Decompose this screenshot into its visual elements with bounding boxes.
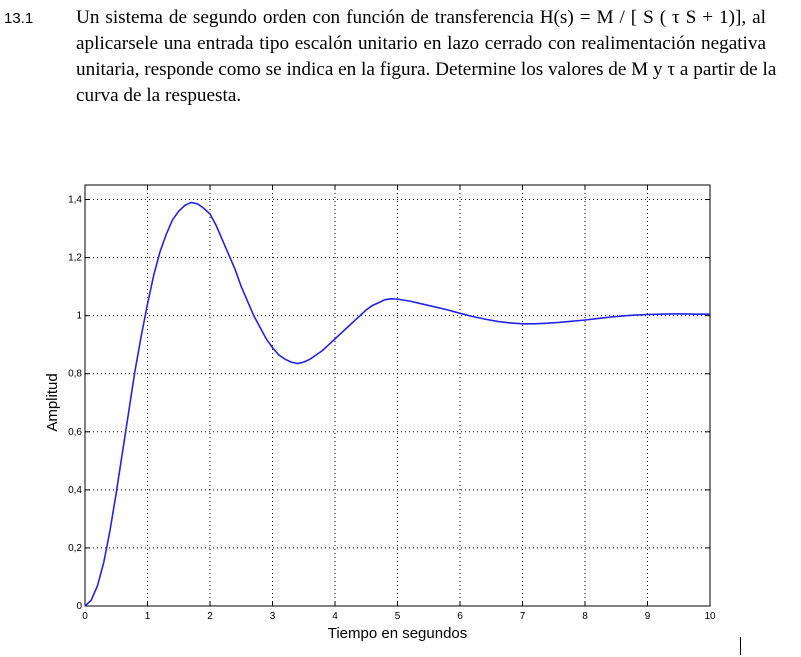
- problem-line-4: curva de la respuesta.: [76, 85, 242, 106]
- x-tick-label: 10: [704, 611, 716, 622]
- y-tick-label: 1: [76, 311, 82, 322]
- x-tick-label: 7: [520, 611, 526, 622]
- x-tick-label: 6: [457, 611, 463, 622]
- x-axis-label: Tiempo en segundos: [328, 625, 468, 642]
- chart-grid: [85, 185, 710, 606]
- problem-line-2: aplicarsele una entrada tipo escalón uni…: [76, 33, 766, 54]
- y-tick-label: 0: [76, 601, 82, 612]
- x-tick-label: 1: [145, 611, 151, 622]
- text-cursor: [740, 637, 741, 655]
- x-tick-label: 8: [582, 611, 588, 622]
- y-tick-label: 1,2: [68, 253, 82, 264]
- response-curve: [84, 201, 710, 607]
- problem-line-3: unitaria, responde como se indica en la …: [76, 59, 777, 80]
- y-tick-label: 0,4: [68, 485, 82, 496]
- x-tick-label: 4: [332, 611, 338, 622]
- x-tick-label: 0: [82, 611, 88, 622]
- y-tick-label: 0,6: [68, 427, 82, 438]
- problem-number: 13.1: [4, 10, 34, 27]
- x-tick-label: 5: [395, 611, 401, 622]
- y-tick-label: 0,2: [68, 543, 82, 554]
- plot-frame: [84, 184, 711, 607]
- y-axis-label: Amplitud: [44, 373, 61, 431]
- y-tick-label: 0,8: [68, 369, 82, 380]
- x-tick-label: 3: [270, 611, 276, 622]
- axis-ticks: 0 1 2 3 4 5 6 7 8 9 10 0 0,2 0,4 0,6 0,8 1 1,2 1,4: [68, 185, 716, 622]
- problem-line-1: Un sistema de segundo orden con función …: [76, 7, 766, 28]
- x-tick-label: 2: [207, 611, 213, 622]
- x-tick-label: 9: [645, 611, 651, 622]
- problem-text: Un sistema de segundo orden con función …: [76, 5, 777, 109]
- y-tick-label: 1,4: [68, 195, 82, 206]
